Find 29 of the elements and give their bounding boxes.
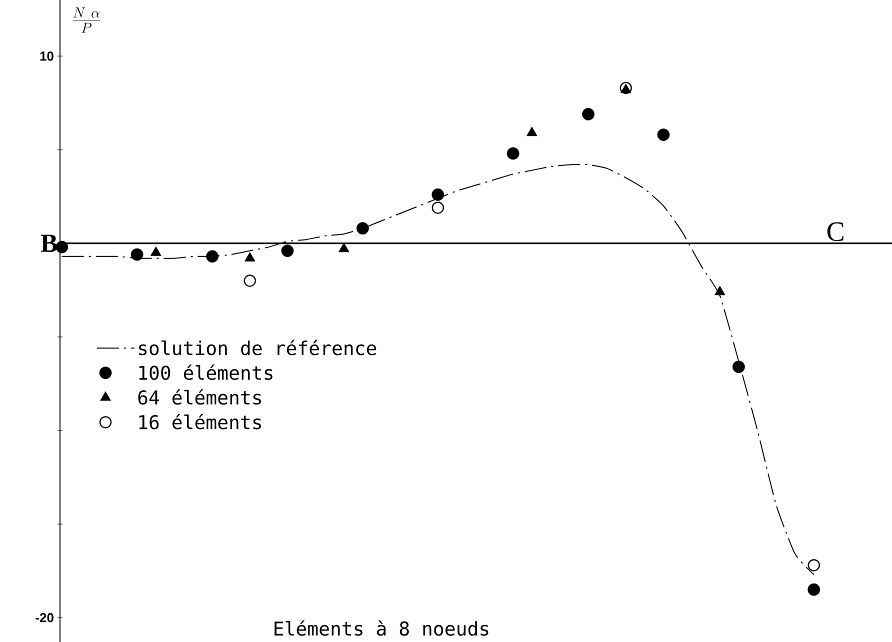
legend-label: 16 éléments bbox=[139, 414, 261, 430]
point bbox=[714, 286, 726, 296]
annotation: B bbox=[40, 234, 58, 252]
point bbox=[506, 147, 520, 160]
point bbox=[356, 222, 369, 235]
annotation: Eléments à 8 noeuds bbox=[274, 620, 488, 636]
point bbox=[808, 559, 820, 572]
point bbox=[244, 274, 256, 287]
point bbox=[281, 244, 294, 257]
point bbox=[206, 250, 218, 263]
point bbox=[150, 246, 162, 256]
point bbox=[338, 242, 350, 252]
point bbox=[732, 360, 745, 374]
point bbox=[657, 128, 670, 141]
point bbox=[808, 583, 820, 596]
point bbox=[244, 252, 256, 262]
point bbox=[56, 240, 68, 254]
point bbox=[526, 126, 538, 136]
point bbox=[582, 108, 594, 120]
text: C bbox=[827, 222, 844, 242]
legend-label: 100 éléments bbox=[139, 364, 272, 380]
point bbox=[130, 248, 144, 261]
y-tick-label: 10 bbox=[40, 52, 54, 61]
y-tick-label: -20 bbox=[36, 613, 54, 622]
legend-label: 64 éléments bbox=[138, 389, 261, 405]
point bbox=[432, 188, 444, 201]
point bbox=[432, 202, 444, 214]
y-axis-title: $\frac{N\ \alpha}{P}$ bbox=[72, 8, 100, 33]
legend-label: solution de référence bbox=[139, 340, 376, 356]
